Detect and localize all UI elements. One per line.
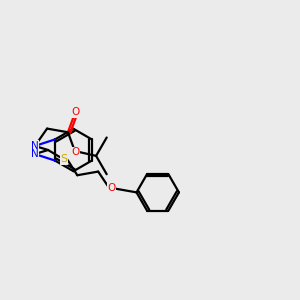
Text: N: N [31,141,39,151]
Text: N: N [31,149,39,159]
Text: O: O [71,147,79,157]
Text: S: S [60,154,67,164]
Text: O: O [108,183,116,193]
Text: O: O [71,107,79,117]
